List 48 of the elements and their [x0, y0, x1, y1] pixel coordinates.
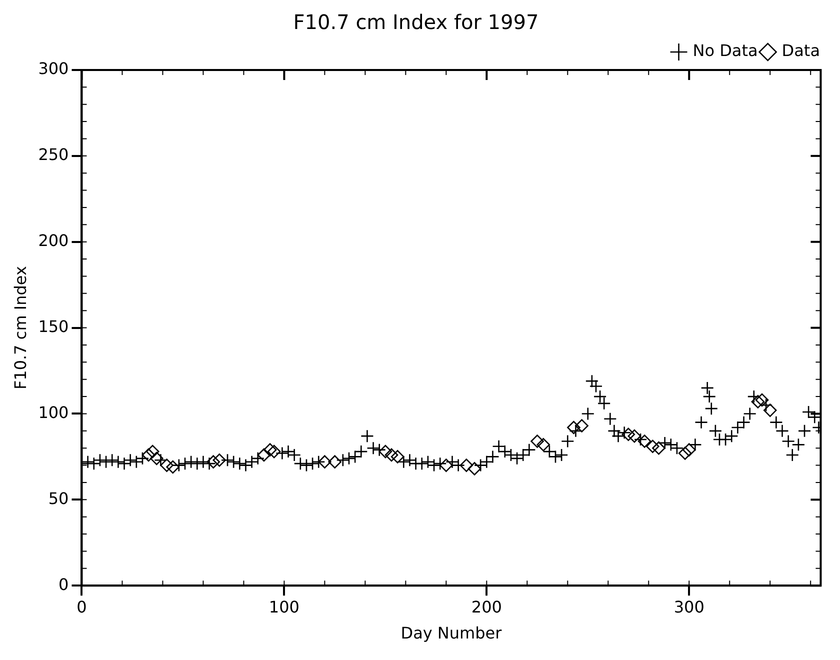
point	[536, 438, 550, 452]
point	[567, 420, 580, 434]
chart-title: F10.7 cm Index for 1997	[293, 10, 539, 34]
point	[440, 458, 453, 472]
point	[166, 460, 180, 474]
x-tick-label: 300	[674, 597, 704, 616]
x-axis-title: Day Number	[400, 624, 502, 643]
y-tick-label: 50	[48, 488, 69, 508]
point	[263, 443, 277, 456]
point	[530, 434, 544, 448]
y-tick-label: 0	[58, 574, 69, 594]
point	[646, 440, 660, 454]
point	[468, 462, 482, 476]
point	[267, 444, 281, 458]
point	[682, 443, 696, 456]
x-tick-label: 0	[76, 597, 87, 616]
y-tick-label: 250	[38, 145, 69, 164]
point	[378, 444, 392, 458]
point	[150, 452, 164, 466]
point	[390, 450, 404, 464]
point	[763, 404, 777, 417]
point	[628, 429, 642, 443]
point	[212, 453, 226, 467]
point	[575, 419, 588, 432]
point	[318, 455, 332, 469]
point	[622, 428, 636, 442]
point	[652, 441, 666, 455]
point	[160, 458, 174, 472]
point	[142, 448, 156, 462]
point	[460, 458, 474, 472]
y-tick-label: 150	[38, 316, 69, 336]
point	[638, 434, 652, 448]
point	[146, 444, 160, 458]
point	[206, 455, 220, 469]
point	[678, 446, 692, 460]
point	[384, 448, 398, 462]
y-tick-label: 200	[38, 231, 69, 250]
point	[328, 455, 342, 469]
y-tick-label: 100	[38, 402, 69, 422]
x-tick-label: 200	[471, 597, 502, 616]
y-axis-title: F10.7 cm Index	[10, 266, 30, 390]
point	[755, 393, 769, 407]
legend-label: Data	[782, 41, 820, 60]
point	[751, 395, 765, 408]
point	[257, 448, 271, 462]
y-tick-label: 300	[38, 59, 69, 78]
legend-label: No Data	[692, 41, 758, 60]
x-tick-label: 100	[268, 597, 300, 616]
